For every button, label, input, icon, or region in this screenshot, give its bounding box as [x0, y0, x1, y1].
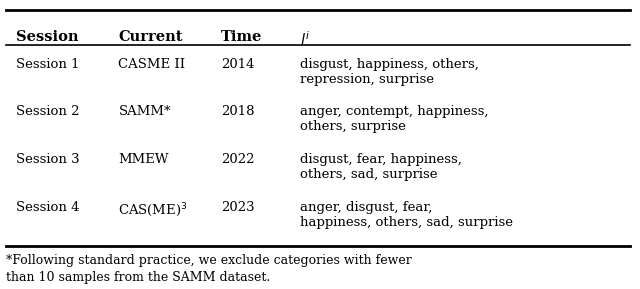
Text: CASME II: CASME II — [118, 58, 186, 71]
Text: 2022: 2022 — [221, 153, 254, 166]
Text: anger, disgust, fear,
happiness, others, sad, surprise: anger, disgust, fear, happiness, others,… — [300, 201, 513, 229]
Text: Session: Session — [16, 30, 79, 44]
Text: 2023: 2023 — [221, 201, 255, 214]
Text: 2014: 2014 — [221, 58, 254, 71]
Text: disgust, happiness, others,
repression, surprise: disgust, happiness, others, repression, … — [300, 58, 478, 86]
Text: Time: Time — [221, 30, 262, 44]
Text: $l^i$: $l^i$ — [300, 30, 310, 49]
Text: Session 1: Session 1 — [16, 58, 79, 71]
Text: CAS(ME)$^3$: CAS(ME)$^3$ — [118, 201, 188, 218]
Text: disgust, fear, happiness,
others, sad, surprise: disgust, fear, happiness, others, sad, s… — [300, 153, 461, 181]
Text: *Following standard practice, we exclude categories with fewer
than 10 samples f: *Following standard practice, we exclude… — [6, 254, 412, 284]
Text: MMEW: MMEW — [118, 153, 169, 166]
Text: Session 3: Session 3 — [16, 153, 79, 166]
Text: anger, contempt, happiness,
others, surprise: anger, contempt, happiness, others, surp… — [300, 105, 488, 134]
Text: Session 2: Session 2 — [16, 105, 79, 118]
Text: SAMM*: SAMM* — [118, 105, 171, 118]
Text: 2018: 2018 — [221, 105, 254, 118]
Text: Session 4: Session 4 — [16, 201, 79, 214]
Text: Current: Current — [118, 30, 183, 44]
